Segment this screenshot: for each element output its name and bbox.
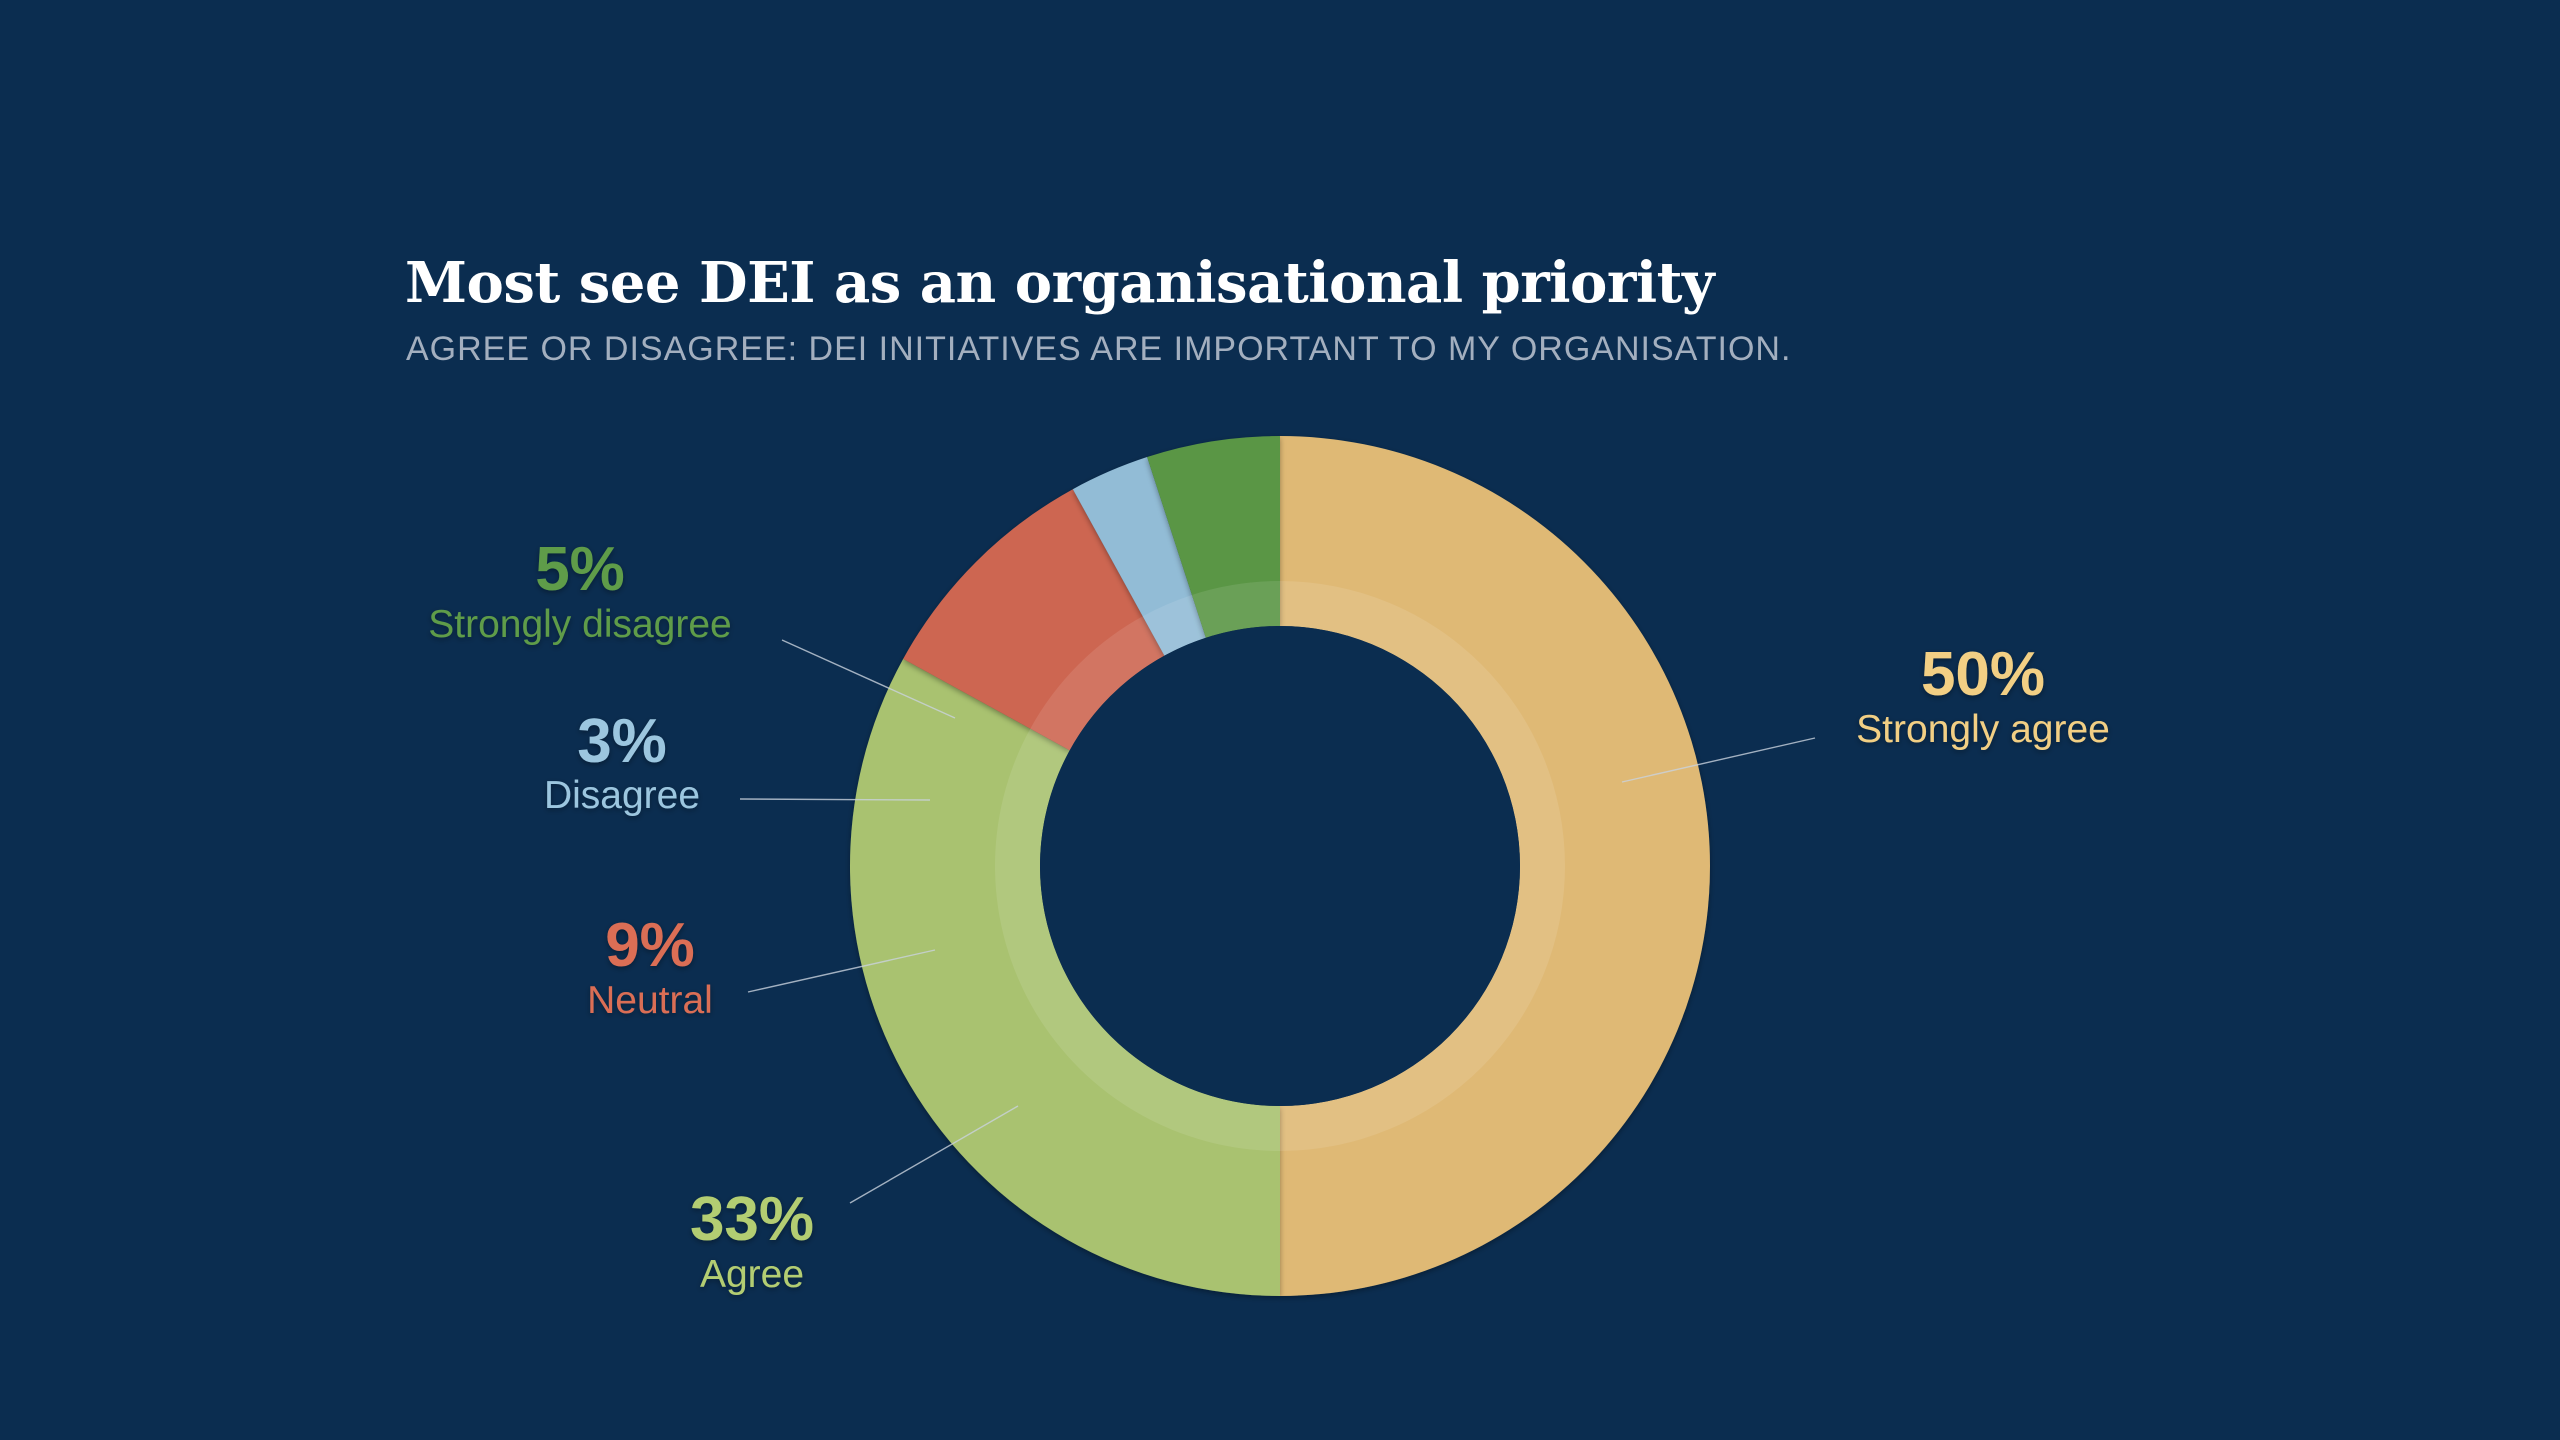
slices-layer bbox=[850, 436, 1710, 1296]
leader-line-strongly-disagree bbox=[781, 639, 956, 719]
leader-line-neutral bbox=[747, 949, 936, 993]
slice-band-disagree bbox=[1142, 594, 1206, 656]
slice-strongly-disagree bbox=[1147, 436, 1280, 638]
value-label-disagree: 3% bbox=[577, 707, 667, 776]
leader-line-disagree bbox=[739, 798, 931, 801]
data-labels: 50%Strongly agree 33%Agree 9%Neutral 3%Disa… bbox=[428, 535, 2110, 1296]
chart-subtitle: AGREE OR DISAGREE: DEI INITIATIVES ARE I… bbox=[406, 330, 1792, 368]
category-label-strongly-agree: Strongly agree bbox=[1856, 708, 2110, 751]
category-label-strongly-disagree: Strongly disagree bbox=[428, 603, 732, 646]
chart-title: Most see DEI as an organisational priori… bbox=[405, 250, 1715, 316]
slice-strongly-agree bbox=[1280, 436, 1710, 1296]
slice-band-agree bbox=[994, 728, 1280, 1151]
slice-band-strongly-agree bbox=[1280, 581, 1565, 1151]
slice-band-neutral bbox=[1030, 616, 1165, 751]
slice-disagree bbox=[1072, 457, 1206, 656]
leader-lines bbox=[739, 639, 1816, 1204]
inner-band-layer bbox=[994, 581, 1565, 1151]
slice-band-strongly-disagree bbox=[1191, 581, 1280, 638]
donut-hole bbox=[1040, 626, 1520, 1106]
category-label-neutral: Neutral bbox=[587, 979, 713, 1022]
category-label-agree: Agree bbox=[700, 1253, 804, 1296]
value-label-strongly-agree: 50% bbox=[1921, 640, 2045, 709]
value-label-strongly-disagree: 5% bbox=[535, 535, 625, 604]
slice-agree bbox=[850, 658, 1280, 1296]
value-label-neutral: 9% bbox=[605, 911, 695, 980]
slice-neutral bbox=[903, 489, 1165, 751]
leader-line-strongly-agree bbox=[1621, 737, 1816, 783]
value-label-agree: 33% bbox=[690, 1185, 814, 1254]
category-label-disagree: Disagree bbox=[544, 774, 700, 817]
leader-line-agree bbox=[849, 1105, 1019, 1204]
